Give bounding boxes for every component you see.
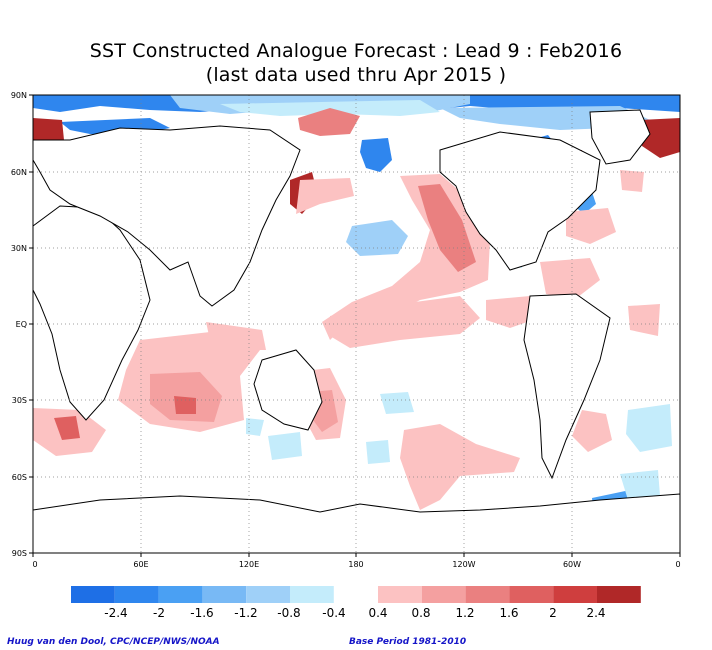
south-pacific-cold-3 [268,432,302,460]
author-credit: Huug van den Dool, CPC/NCEP/NWS/NOAA [7,637,220,647]
colorbar-label-neg-2: -2 [153,606,165,620]
colorbar-label-pos-0.8: 0.8 [411,606,430,620]
graticule [33,95,680,553]
indian-ocean-warm-core [174,396,196,414]
south-pacific-cold-2 [366,440,390,464]
colorbar-swatch-negative-5 [290,586,334,603]
colorbar-label-neg-1.2: -1.2 [234,606,257,620]
eurasia-landmass [33,125,301,307]
east-atlantic-warm [620,170,644,192]
equatorial-pacific-warm [330,296,480,348]
greenland-sea-warm [640,118,680,158]
south-pacific-cold-1 [380,392,414,414]
axis-ticks [29,94,681,557]
south-america-landmass [523,293,611,480]
lon-label-120w: 120W [452,560,475,569]
colorbar-negative-swatches [71,586,334,603]
colorbar-label-neg-2.4: -2.4 [104,606,127,620]
nw-pacific-warm [296,178,354,214]
colorbar-swatch-negative-4 [246,586,290,603]
lon-label-60e: 60E [133,560,148,569]
east-siberian-warm [298,108,360,136]
greenland-landmass [589,109,651,165]
lat-label-30n: 30N [11,244,27,253]
south-africa-warm-core [54,416,80,440]
south-indian-cold [246,418,264,436]
lat-label-90n: 90N [11,91,27,100]
lat-label-90s: 90S [12,549,27,558]
south-atlantic-cold [626,404,672,452]
indian-ocean-warm-mid [150,372,222,422]
south-pacific-warm [400,424,520,510]
lon-label-120e: 120E [239,560,259,569]
colorbar-label-neg-1.6: -1.6 [190,606,213,620]
colorbar-label-pos-2: 2 [549,606,557,620]
north-atlantic-warm [540,258,600,300]
colorbar-label-neg-0.8: -0.8 [277,606,300,620]
colorbar-swatch-positive-1 [421,586,466,603]
west-atlantic-warm [566,208,616,244]
colorbar-swatch-negative-3 [202,586,247,603]
colorbar-swatch-negative-0 [71,586,115,603]
lon-label-0-right: 0 [675,560,680,569]
scotia-cold-pale [620,470,660,500]
norwegian-sea-warm [33,118,64,146]
lat-label-eq: EQ [16,320,27,329]
colorbar-label-neg-0.4: -0.4 [322,606,345,620]
antarctica-landmass [33,493,680,553]
lon-label-180: 180 [348,560,363,569]
north-america-landmass [439,131,601,271]
colorbar-label-pos-0.4: 0.4 [368,606,387,620]
lat-label-30s: 30S [12,396,27,405]
base-period-note: Base Period 1981-2010 [349,637,467,647]
lon-label-60w: 60W [563,560,581,569]
colorbar-swatch-positive-4 [553,586,597,603]
lat-label-60n: 60N [11,168,27,177]
equatorial-atlantic-warm [628,304,660,336]
colorbar: -2.4 -2 -1.6 -1.2 -0.8 -0.4 0.4 0.8 1.2 … [71,586,641,620]
colorbar-swatch-negative-1 [114,586,159,603]
colorbar-label-pos-1.6: 1.6 [499,606,518,620]
australia-landmass [253,349,323,431]
colorbar-swatch-positive-0 [378,586,422,603]
ne-pacific-warm [418,184,476,272]
central-north-pacific-cold [346,220,408,256]
colorbar-swatch-positive-3 [509,586,554,603]
bering-cold [360,138,392,172]
coastlines [33,109,680,553]
south-atlantic-warm [572,410,612,452]
colorbar-label-pos-2.4: 2.4 [586,606,605,620]
chart-title: SST Constructed Analogue Forecast : Lead… [89,40,623,62]
lon-label-0-left: 0 [32,560,37,569]
chart-subtitle: (last data used thru Apr 2015 ) [205,64,507,86]
colorbar-swatch-positive-2 [465,586,510,603]
lat-label-60s: 60S [12,473,27,482]
colorbar-swatch-negative-2 [158,586,203,603]
west-of-australia-warm [206,322,266,350]
colorbar-swatch-positive-5 [597,586,641,603]
colorbar-label-pos-1.2: 1.2 [455,606,474,620]
colorbar-positive-swatches [378,586,641,603]
